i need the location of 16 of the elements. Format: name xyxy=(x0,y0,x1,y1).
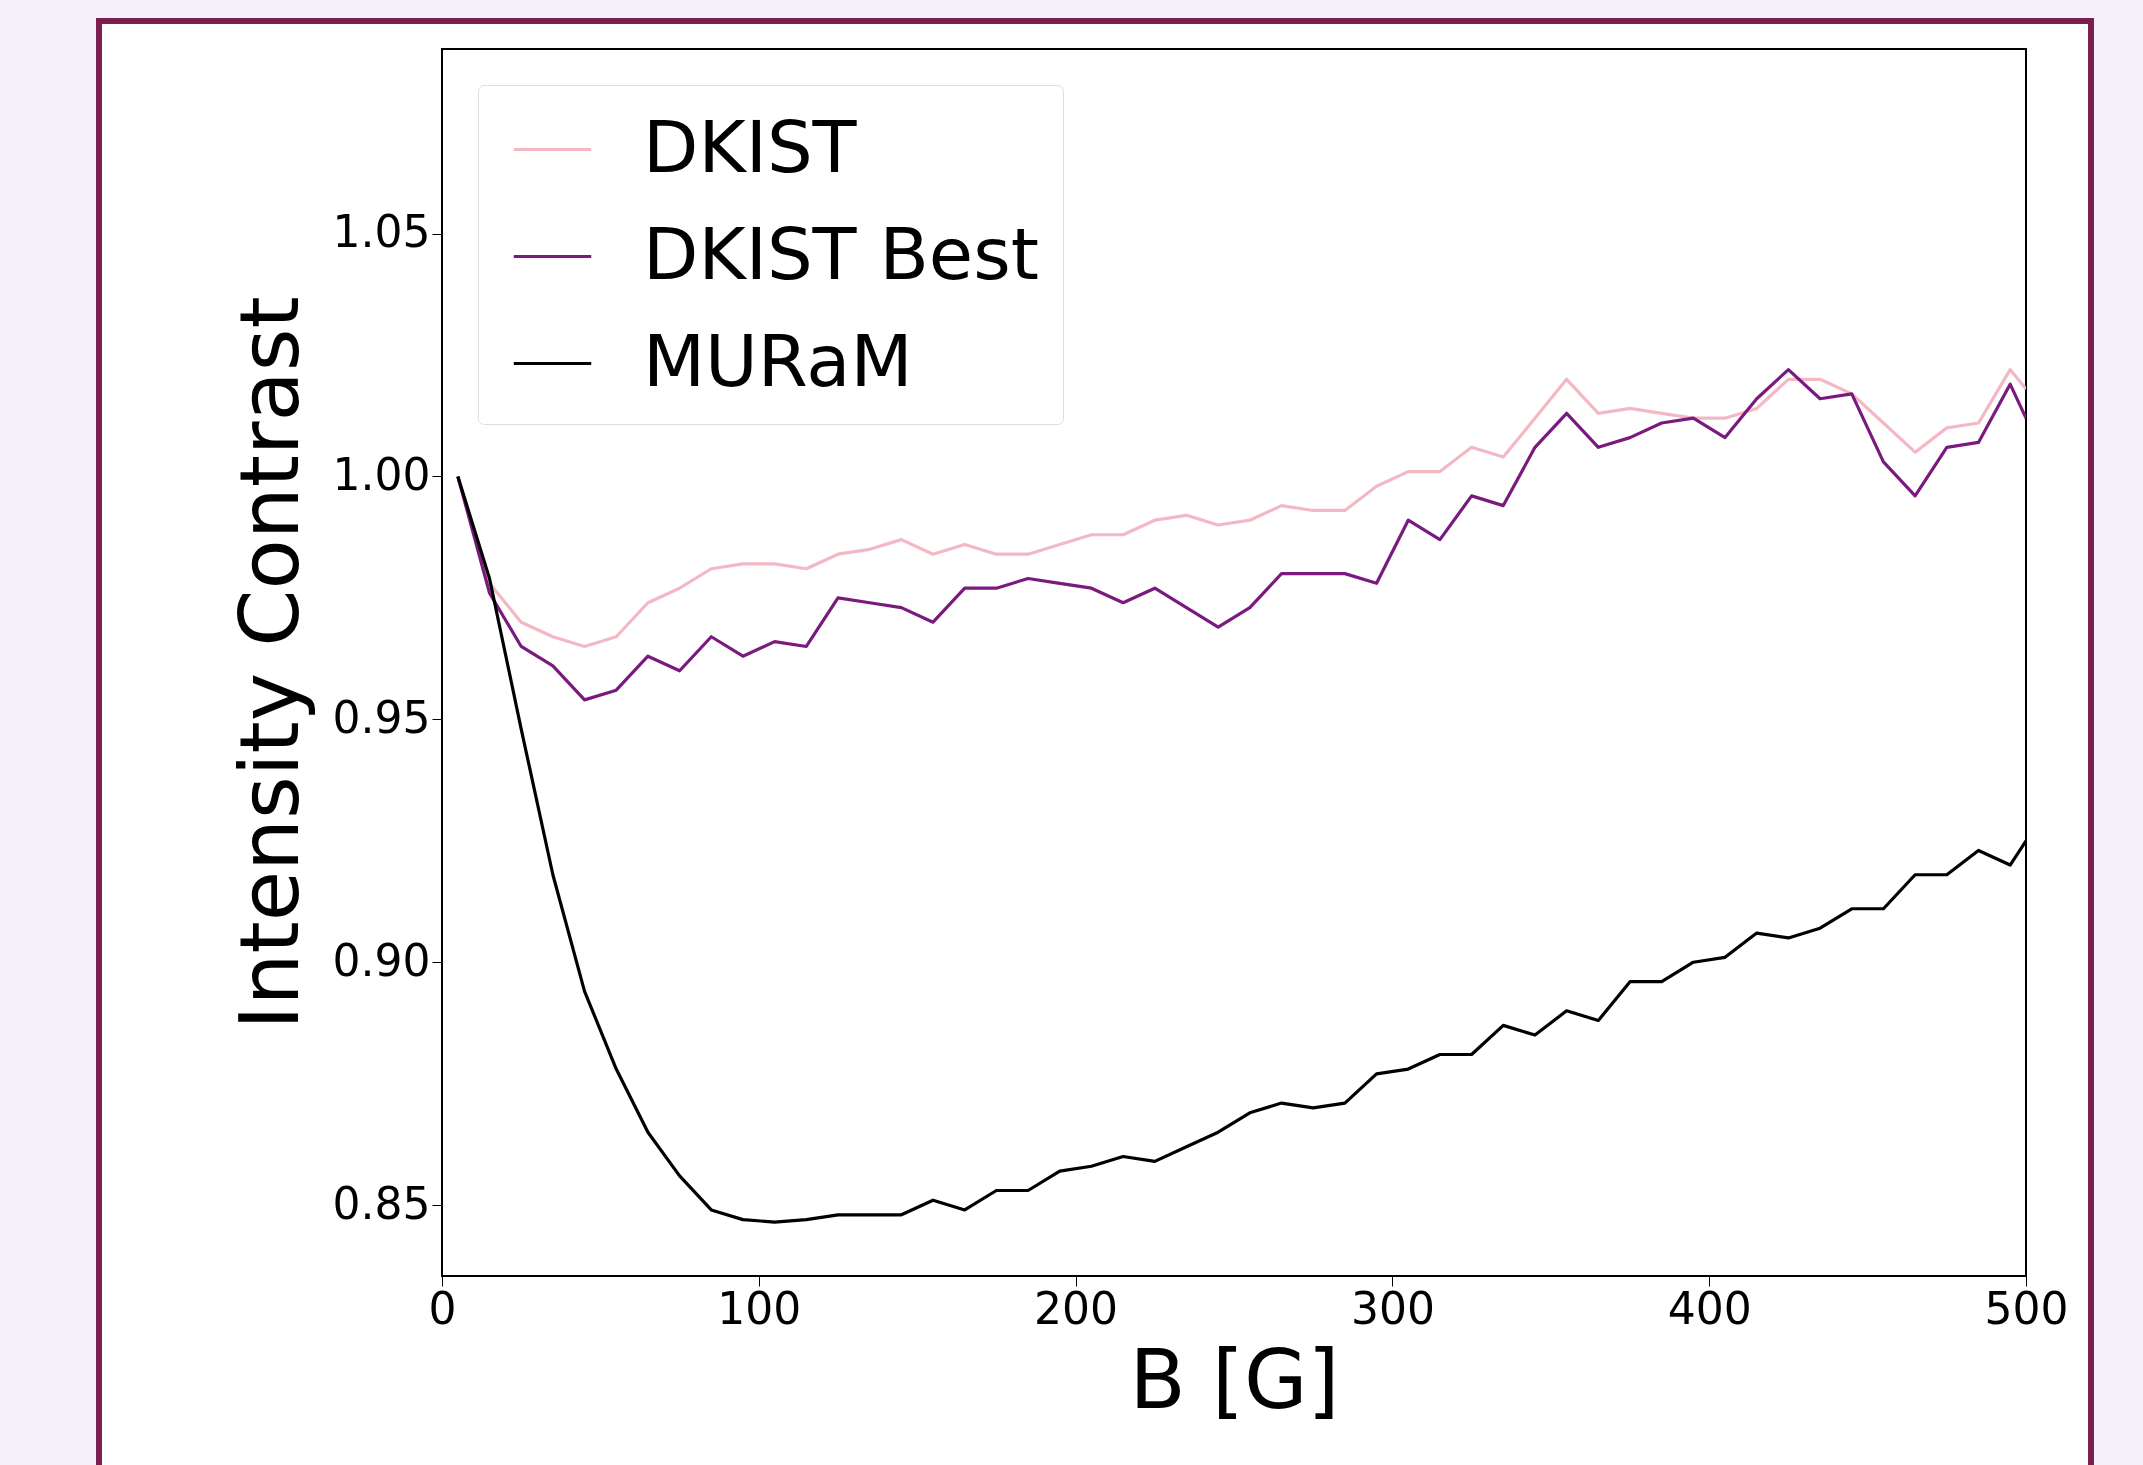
y-tick-label: 1.05 xyxy=(332,206,431,258)
x-axis-title: B [G] xyxy=(1129,1331,1340,1427)
legend-label: DKIST xyxy=(643,104,858,189)
legend-label: MURaM xyxy=(643,318,913,403)
x-tick-label: 400 xyxy=(1667,1282,1752,1334)
x-tick-label: 200 xyxy=(1034,1282,1119,1334)
y-tick-label: 0.95 xyxy=(332,691,431,743)
legend-label: DKIST Best xyxy=(643,211,1039,296)
y-axis-title: Intensity Contrast xyxy=(221,296,317,1030)
x-tick-label: 500 xyxy=(1984,1282,2069,1334)
x-tick-label: 0 xyxy=(428,1282,457,1334)
x-tick-label: 300 xyxy=(1350,1282,1435,1334)
x-tick-label: 100 xyxy=(717,1282,802,1334)
y-tick-label: 1.00 xyxy=(332,448,431,500)
y-tick-label: 0.85 xyxy=(332,1177,431,1229)
y-tick-label: 0.90 xyxy=(332,934,431,986)
